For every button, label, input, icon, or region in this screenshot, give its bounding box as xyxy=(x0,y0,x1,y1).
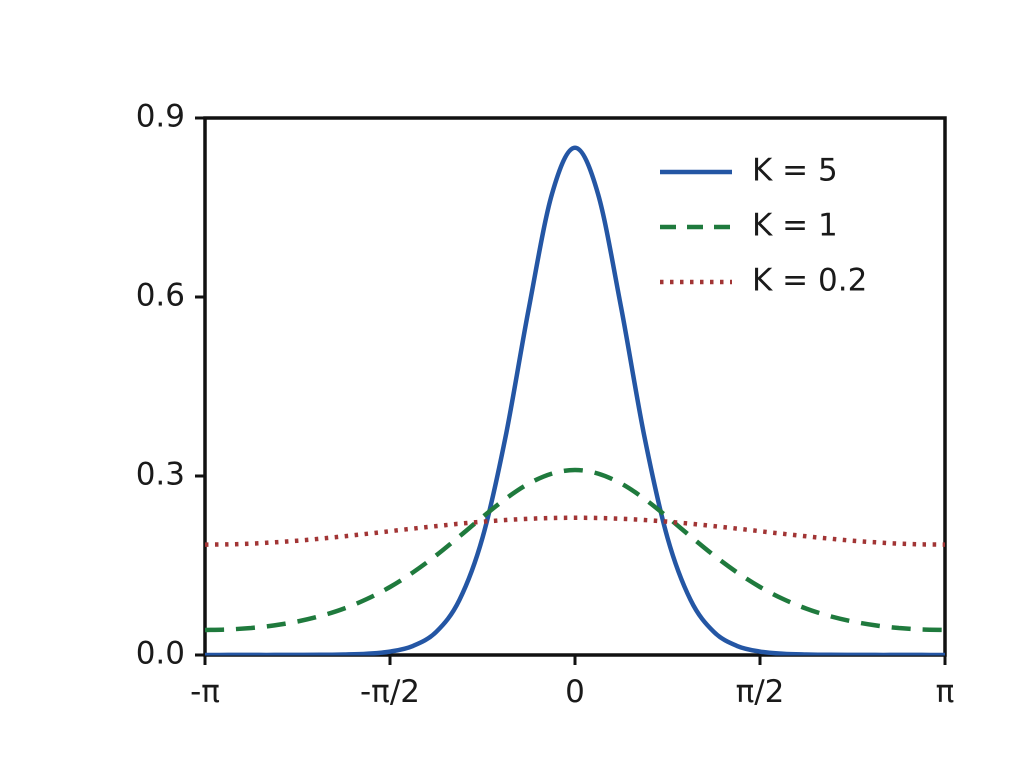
x-tick-label: -π xyxy=(190,674,220,710)
series-line-3 xyxy=(204,515,946,547)
legend-item: K = 0.2 xyxy=(660,263,867,299)
legend-item: K = 5 xyxy=(660,153,838,189)
x-tick-label: 0 xyxy=(565,674,585,710)
y-tick-label: 0.3 xyxy=(136,457,185,493)
x-tick-label: π/2 xyxy=(736,674,785,710)
legend-label: K = 0.2 xyxy=(752,263,867,299)
y-tick-label: 0.9 xyxy=(136,99,185,135)
series-line-2 xyxy=(204,467,946,633)
axis-frame xyxy=(203,116,947,657)
y-tick-label: 0.6 xyxy=(136,278,185,314)
legend-label: K = 5 xyxy=(752,153,838,189)
y-tick-label: 0.0 xyxy=(136,636,185,672)
legend: K = 5 K = 1 K = 0.2 xyxy=(660,153,867,299)
legend-item: K = 1 xyxy=(660,208,838,244)
legend-label: K = 1 xyxy=(752,208,838,244)
x-tick-label: π xyxy=(936,674,955,710)
series-line-1 xyxy=(204,145,946,656)
x-tick-label: -π/2 xyxy=(360,674,420,710)
